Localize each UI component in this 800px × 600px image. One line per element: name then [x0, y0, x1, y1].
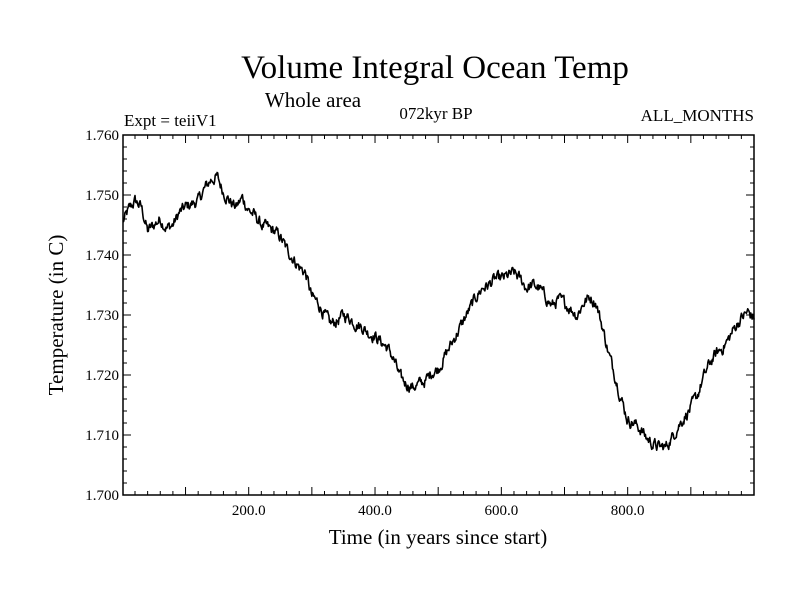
x-tick-label: 800.0	[611, 503, 645, 519]
chart-subtitle: Whole area	[265, 88, 362, 112]
y-tick-label: 1.760	[85, 128, 119, 144]
y-tick-label: 1.740	[85, 248, 119, 264]
y-tick-label: 1.700	[85, 488, 119, 504]
y-tick-label: 1.730	[85, 308, 119, 324]
plot-frame	[122, 134, 755, 496]
y-axis-label: Temperature (in C)	[44, 235, 68, 396]
x-tick-label: 600.0	[484, 503, 518, 519]
x-axis-ticks: 200.0 400.0 600.0 800.0	[134, 135, 742, 519]
months-label: ALL_MONTHS	[641, 106, 754, 125]
temperature-series-line	[122, 171, 755, 452]
y-tick-label: 1.750	[85, 188, 119, 204]
y-axis-ticks: 1.700 1.710 1.720 1.730 1.740 1.750 1.760	[85, 128, 754, 504]
x-axis-label: Time (in years since start)	[329, 525, 548, 549]
experiment-label: Expt = teiiV1	[124, 111, 217, 130]
x-tick-label: 400.0	[358, 503, 392, 519]
period-label: 072kyr BP	[399, 104, 472, 123]
x-tick-label: 200.0	[232, 503, 266, 519]
y-tick-label: 1.720	[85, 368, 119, 384]
y-tick-label: 1.710	[85, 428, 119, 444]
chart-title: Volume Integral Ocean Temp	[241, 50, 629, 86]
